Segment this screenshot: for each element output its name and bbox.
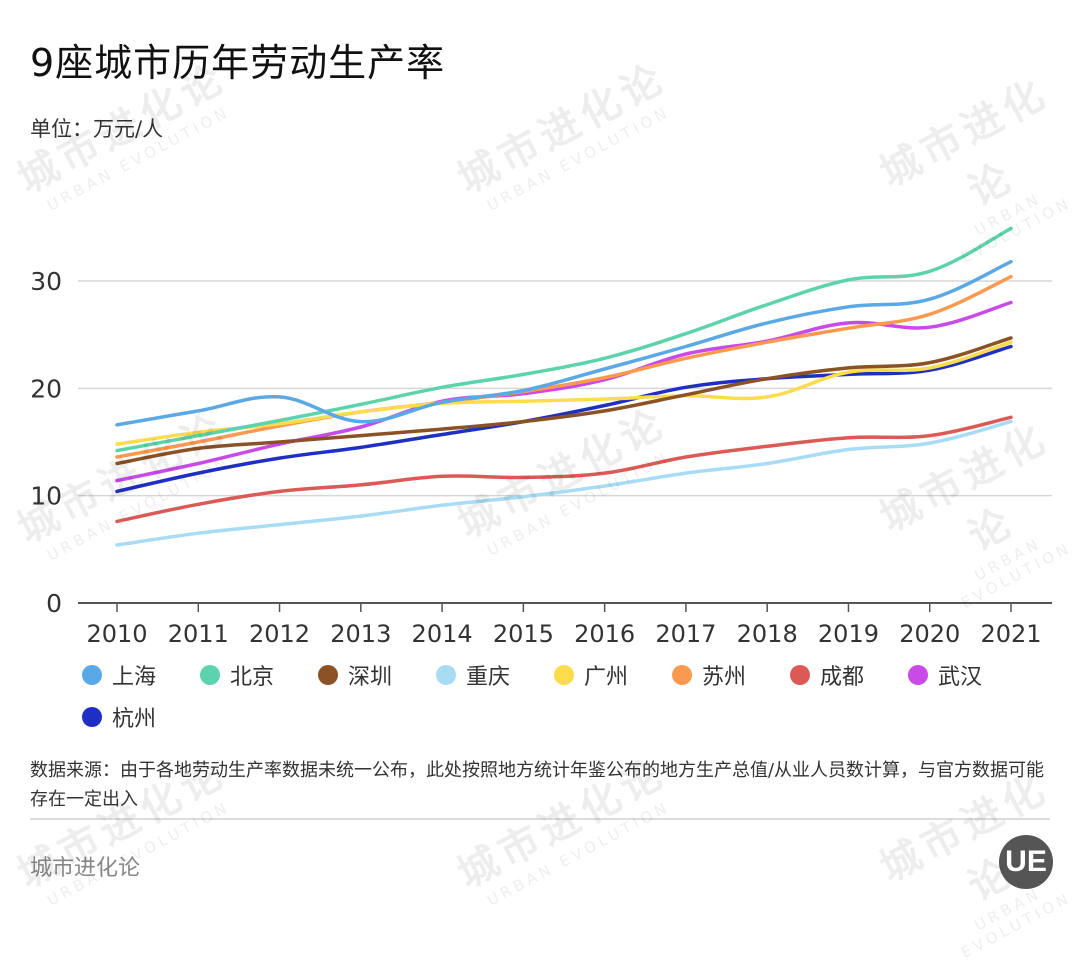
legend-label: 重庆: [466, 665, 511, 690]
y-axis-ticks: 0 10 20 30: [30, 267, 62, 618]
legend-dot-icon: [908, 665, 928, 685]
legend-item: 成都: [790, 660, 908, 690]
x-tick-label: 2017: [655, 620, 716, 648]
x-tick-label: 2010: [86, 620, 147, 648]
legend-item: 武汉: [908, 660, 1026, 690]
legend: 上海 北京 深圳 重庆 广州 苏州 成都 武汉杭州: [82, 660, 1042, 732]
legend-label: 苏州: [702, 665, 747, 690]
legend-dot-icon: [318, 665, 338, 685]
line-chart: 0 10 20 30 2010 2011 2012 2013 2014 2015 2016 2017…: [30, 226, 1052, 648]
legend-label: 深圳: [348, 665, 393, 690]
brand-name: 城市进化论: [30, 856, 141, 881]
series-line-武汉: [115, 300, 1013, 483]
x-tick-label: 2013: [330, 620, 391, 648]
legend-item: 杭州: [82, 702, 200, 732]
legend-item: 深圳: [318, 660, 436, 690]
x-tick-label: 2014: [412, 620, 473, 648]
legend-dot-icon: [82, 665, 102, 685]
series-line-杭州: [115, 344, 1013, 494]
x-tick-label: 2019: [818, 620, 879, 648]
chart-title: 9座城市历年劳动生产率: [30, 41, 446, 85]
legend-item: 苏州: [672, 660, 790, 690]
unit-label: 单位：万元/人: [30, 117, 164, 141]
series-lines: [115, 226, 1013, 547]
series-line-苏州: [115, 274, 1013, 459]
brand-logo-icon: UE: [999, 835, 1053, 889]
series-line-重庆: [115, 419, 1013, 547]
series-line-深圳: [115, 336, 1013, 466]
series-line-广州: [115, 340, 1013, 446]
legend-dot-icon: [436, 665, 456, 685]
legend-label: 成都: [820, 665, 865, 690]
legend-label: 武汉: [938, 665, 983, 690]
y-tick-label: 0: [46, 589, 62, 618]
x-axis: 2010 2011 2012 2013 2014 2015 2016 2017 2018 2019…: [78, 602, 1052, 648]
legend-dot-icon: [672, 665, 692, 685]
legend-dot-icon: [200, 665, 220, 685]
y-tick-label: 20: [30, 374, 62, 403]
legend-item: 重庆: [436, 660, 554, 690]
footer-divider: [30, 818, 1050, 820]
series-line-北京: [115, 226, 1013, 453]
x-tick-label: 2015: [493, 620, 554, 648]
series-line-成都: [115, 415, 1013, 524]
legend-label: 北京: [230, 665, 275, 690]
legend-dot-icon: [554, 665, 574, 685]
legend-label: 上海: [112, 665, 157, 690]
x-tick-label: 2011: [168, 620, 229, 648]
legend-dot-icon: [82, 707, 102, 727]
series-line-上海: [115, 259, 1013, 427]
legend-item: 广州: [554, 660, 672, 690]
legend-label: 杭州: [112, 707, 157, 732]
x-tick-label: 2020: [899, 620, 960, 648]
x-tick-label: 2016: [574, 620, 635, 648]
y-tick-label: 10: [30, 482, 62, 511]
legend-dot-icon: [790, 665, 810, 685]
x-tick-label: 2018: [737, 620, 798, 648]
x-tick-label: 2012: [249, 620, 310, 648]
y-tick-label: 30: [30, 267, 62, 296]
x-tick-label: 2021: [980, 620, 1041, 648]
legend-item: 上海: [82, 660, 200, 690]
legend-item: 北京: [200, 660, 318, 690]
data-source-note: 数据来源：由于各地劳动生产率数据未统一公布，此处按照地方统计年鉴公布的地方生产总…: [30, 760, 1045, 810]
legend-label: 广州: [584, 665, 629, 690]
